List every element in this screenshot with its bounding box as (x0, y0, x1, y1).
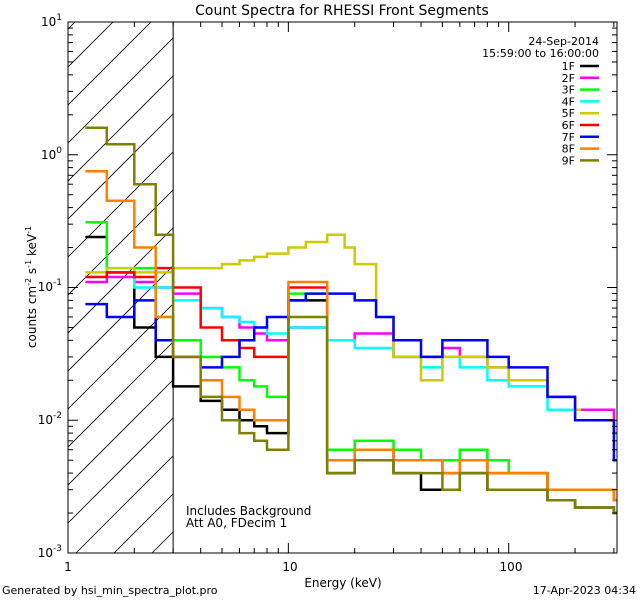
y-tick-label: 10-1 (38, 278, 62, 294)
footer-generated-by: Generated by hsi_min_spectra_plot.pro (2, 584, 218, 597)
legend-label: 2F (562, 72, 575, 85)
legend-label: 6F (562, 119, 575, 132)
series-line-5F (85, 233, 582, 411)
annotation-attenuator: Att A0, FDecim 1 (186, 516, 287, 530)
legend-label: 1F (562, 60, 575, 73)
y-tick-labels: 10-3 10-2 10-1 100 101 (38, 13, 63, 560)
hatch-line (68, 22, 152, 106)
x-tick-label: 1 (64, 560, 72, 574)
y-tick-label: 100 (41, 146, 62, 162)
series-line-8F (85, 170, 617, 502)
x-axis-label: Energy (keV) (304, 576, 381, 590)
time-range-label: 15:59:00 to 16:00:00 (482, 47, 599, 60)
hatch-line (68, 22, 114, 68)
legend-label: 8F (562, 143, 575, 156)
legend-label: 9F (562, 154, 575, 167)
chart-title: Count Spectra for RHESSI Front Segments (195, 3, 489, 19)
legend-label: 3F (562, 84, 575, 97)
date-label: 24-Sep-2014 (528, 35, 599, 48)
legend-label: 5F (562, 107, 575, 120)
x-tick-label: 100 (500, 560, 523, 574)
x-tick-label: 10 (282, 560, 297, 574)
series-lines (85, 126, 617, 515)
annotation-background: Includes Background (186, 504, 311, 518)
y-axis-label: counts cm-2 s-1 keV-1 (24, 226, 39, 348)
y-tick-label: 101 (41, 13, 62, 29)
y-tick-label: 10-2 (38, 411, 62, 427)
legend-label: 4F (562, 95, 575, 108)
axis-ticks (67, 22, 617, 554)
legend-label: 7F (562, 131, 575, 144)
hatch-line (68, 22, 190, 144)
hatch-mask (173, 22, 617, 553)
y-tick-label: 10-3 (38, 544, 62, 560)
footer-timestamp: 17-Apr-2023 04:34 (533, 584, 636, 597)
series-line-9F (85, 126, 617, 515)
x-tick-labels: 1 10 100 (64, 560, 522, 574)
